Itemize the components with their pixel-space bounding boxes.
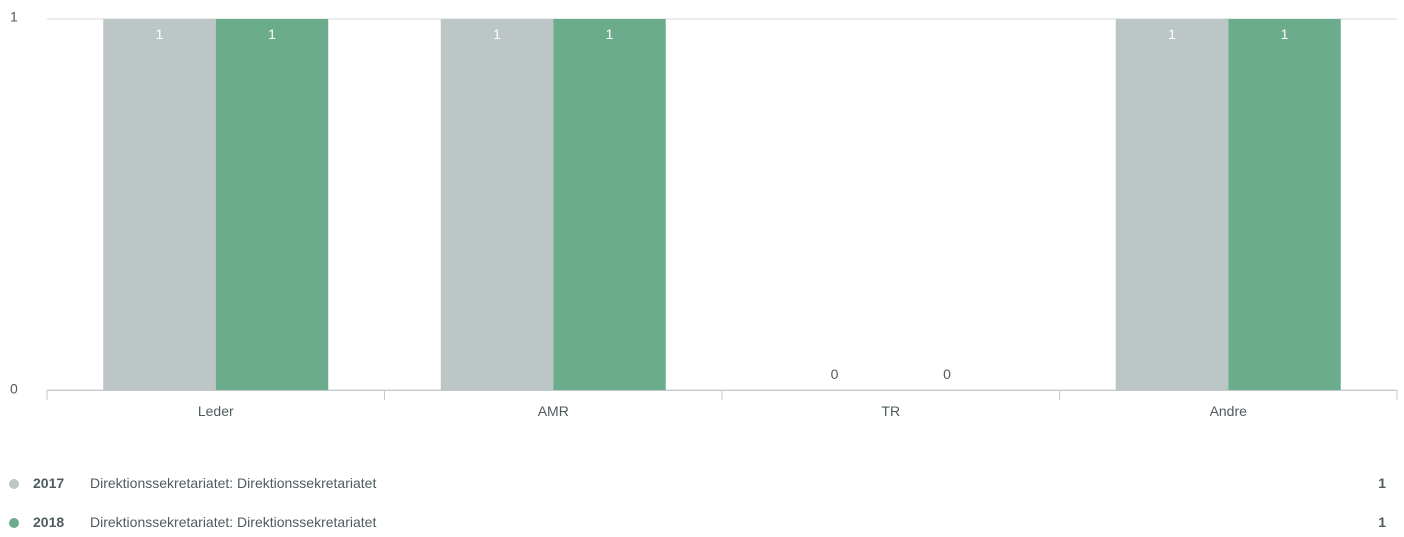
y-axis: 01 — [10, 9, 18, 397]
bars: 1 1 1 1 0 0 1 1 — [103, 19, 1341, 390]
x-tick-label: Leder — [198, 403, 234, 419]
bar — [1115, 19, 1229, 390]
x-tick-label: TR — [881, 403, 900, 419]
x-axis: Leder AMR TR Andre — [46, 390, 1398, 419]
legend-label: Direktionssekretariatet: Direktionssekre… — [90, 514, 377, 530]
data-label: 1 — [606, 26, 614, 42]
legend-label: Direktionssekretariatet: Direktionssekre… — [90, 475, 377, 491]
data-label: 1 — [156, 26, 164, 42]
bar — [1228, 19, 1341, 390]
x-tick-label: AMR — [538, 403, 569, 419]
data-label: 1 — [1168, 26, 1176, 42]
legend-item-2018[interactable]: 2018 Direktionssekretariatet: Direktions… — [0, 509, 1404, 537]
legend-total: 1 — [1378, 514, 1386, 530]
bar-chart: 01 1 1 1 10 01 1 Leder AMR TR Andre — [10, 9, 1398, 419]
legend-dot-icon — [9, 518, 19, 528]
legend-total: 1 — [1378, 475, 1386, 491]
bar — [215, 19, 329, 390]
data-label: 0 — [831, 366, 839, 382]
data-label: 1 — [1281, 26, 1289, 42]
data-label: 0 — [943, 366, 951, 382]
data-label: 1 — [493, 26, 501, 42]
legend-year: 2017 — [33, 475, 65, 491]
y-tick-label: 1 — [10, 9, 18, 25]
x-tick-label: Andre — [1210, 403, 1248, 419]
data-label: 1 — [268, 26, 276, 42]
bar — [553, 19, 666, 390]
legend-item-2017[interactable]: 2017 Direktionssekretariatet: Direktions… — [0, 470, 1404, 498]
legend-year: 2018 — [33, 514, 65, 530]
y-tick-label: 0 — [10, 381, 18, 397]
legend-dot-icon — [9, 479, 19, 489]
bar — [440, 19, 554, 390]
bar — [103, 19, 216, 390]
